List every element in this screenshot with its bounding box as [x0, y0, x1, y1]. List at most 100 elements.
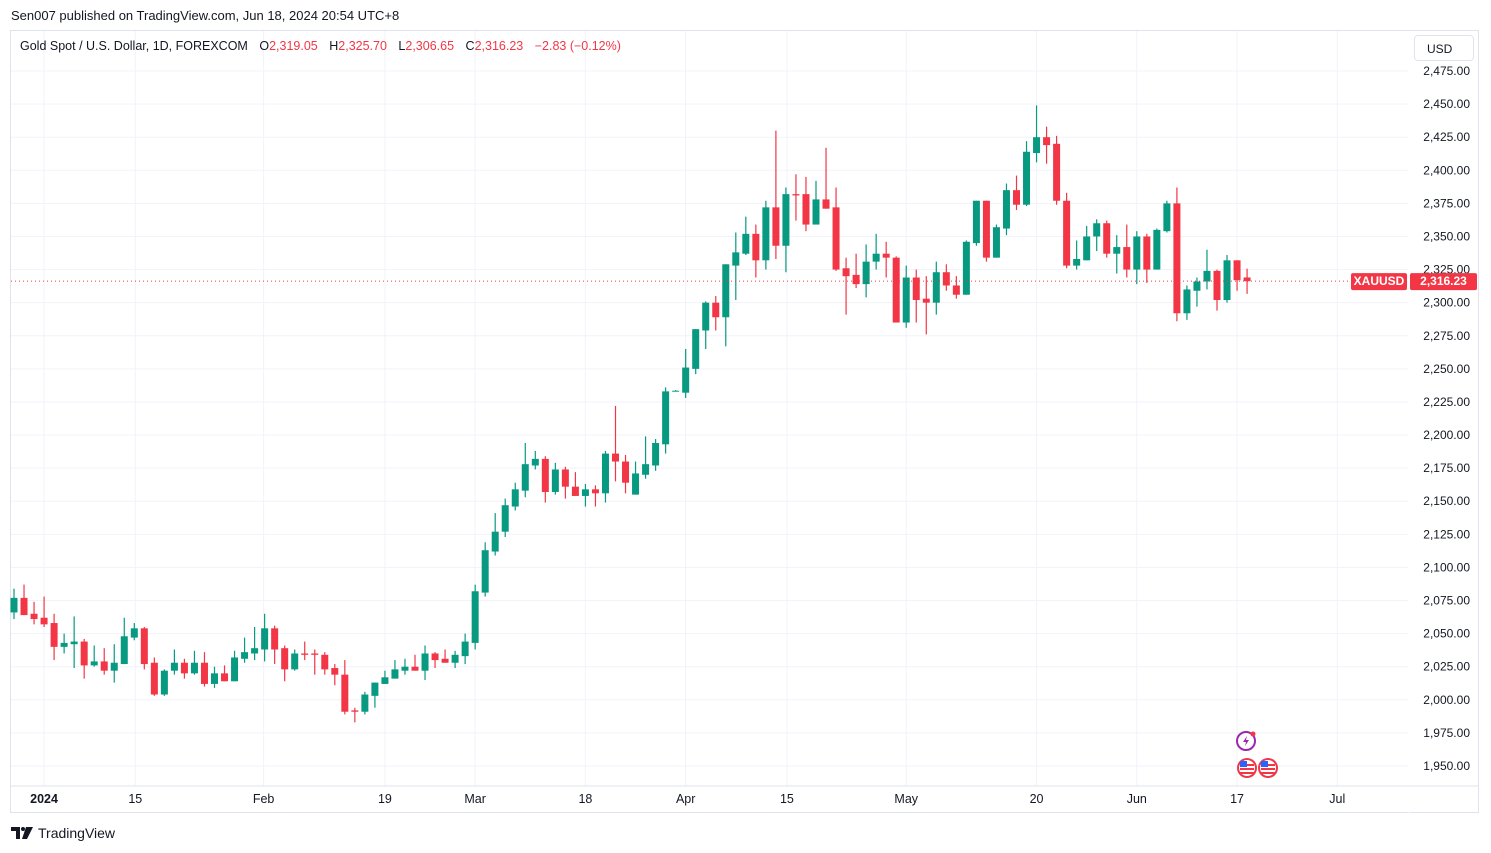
candle-up — [1133, 231, 1141, 285]
y-tick-label: 2,275.00 — [1423, 329, 1470, 343]
candle-body — [481, 550, 489, 593]
candle-up — [391, 660, 399, 679]
candle-down — [100, 648, 108, 675]
candle-up — [521, 442, 529, 498]
candle-body — [952, 285, 960, 295]
x-tick-label: 15 — [128, 792, 142, 806]
candle-up — [1153, 228, 1161, 270]
ohlc-legend: Gold Spot / U.S. Dollar, 1D, FOREXCOM O2… — [20, 39, 629, 53]
candle-up — [451, 650, 459, 669]
candle-body — [341, 674, 349, 712]
candle-body — [251, 648, 259, 654]
candle-body — [1043, 137, 1051, 146]
y-tick-label: 1,975.00 — [1423, 726, 1470, 740]
symbol-title[interactable]: Gold Spot / U.S. Dollar, 1D, FOREXCOM — [20, 39, 248, 53]
candle-body — [672, 390, 680, 392]
candle-down — [40, 596, 48, 628]
candle-body — [20, 597, 28, 616]
candle-body — [130, 628, 138, 638]
candle-up — [471, 584, 479, 650]
candle-down — [20, 584, 28, 616]
y-tick-label: 2,400.00 — [1423, 163, 1470, 177]
candle-down — [842, 257, 850, 315]
candle-up — [652, 439, 660, 471]
open-value: 2,319.05 — [269, 39, 318, 53]
candle-down — [712, 296, 720, 331]
candle-body — [762, 207, 770, 261]
candle-body — [180, 662, 188, 674]
candle-body — [972, 200, 980, 244]
candle-up — [70, 616, 78, 669]
candle-up — [972, 200, 980, 246]
y-tick-label: 1,950.00 — [1423, 759, 1470, 773]
candle-body — [491, 531, 499, 552]
candle-up — [902, 265, 910, 328]
candle-body — [401, 666, 409, 671]
candle-body — [852, 274, 860, 285]
candle-down — [50, 613, 58, 661]
x-tick-label: Apr — [676, 792, 695, 806]
ticker-tag-bg — [1351, 273, 1407, 291]
candle-down — [1013, 175, 1020, 211]
candle-up — [90, 645, 98, 667]
y-tick-label: 2,250.00 — [1423, 362, 1470, 376]
candle-down — [200, 652, 208, 687]
candle-up — [231, 650, 239, 682]
candle-body — [301, 653, 309, 655]
candle-body — [431, 653, 439, 661]
candle-body — [200, 662, 208, 684]
currency-button[interactable]: USD — [1414, 35, 1474, 61]
candle-body — [521, 464, 529, 491]
candle-down — [792, 174, 800, 221]
candle-down — [341, 660, 349, 715]
candle-body — [571, 486, 579, 496]
y-tick-label: 2,175.00 — [1423, 461, 1470, 475]
candle-body — [30, 613, 38, 620]
grid-lines — [11, 31, 1408, 786]
us-flag-icon[interactable] — [1258, 758, 1278, 778]
chart-frame — [10, 30, 1479, 813]
candle-down — [1123, 224, 1131, 278]
events-icon[interactable] — [1236, 731, 1256, 751]
candle-body — [120, 636, 128, 665]
candle-up — [1223, 255, 1231, 303]
candle-body — [591, 489, 599, 494]
us-flag-icon[interactable] — [1237, 758, 1257, 778]
candle-down — [411, 654, 419, 671]
candle-body — [1083, 236, 1091, 261]
candle-down — [150, 657, 158, 696]
x-tick-label: Jul — [1329, 792, 1345, 806]
candle-body — [802, 194, 810, 225]
candle-up — [401, 658, 409, 675]
candle-down — [571, 472, 579, 496]
candle-up — [511, 482, 519, 511]
brand-name: TradingView — [38, 825, 116, 841]
candle-down — [1053, 135, 1061, 205]
candle-body — [451, 654, 459, 663]
ticker-tag: XAUUSD — [1354, 274, 1405, 288]
candle-down — [180, 658, 188, 679]
candle-body — [632, 473, 640, 495]
candle-body — [551, 469, 559, 492]
candle-body — [982, 200, 990, 258]
tradingview-brand[interactable]: TradingView — [11, 825, 115, 841]
candle-body — [992, 227, 1000, 258]
high-value: 2,325.70 — [338, 39, 387, 53]
y-tick-label: 2,025.00 — [1423, 660, 1470, 674]
candle-up — [692, 329, 700, 375]
candle-up — [251, 627, 259, 661]
candle-body — [1123, 247, 1131, 270]
candle-up — [361, 691, 369, 715]
candle-down — [1143, 233, 1151, 283]
candle-body — [271, 628, 279, 650]
candle-up — [682, 349, 690, 398]
y-tick-label: 2,325.00 — [1423, 263, 1470, 277]
candle-up — [491, 513, 499, 556]
candle-down — [922, 276, 930, 335]
candle-up — [261, 613, 269, 662]
candle-body — [281, 648, 289, 670]
candle-body — [932, 272, 940, 303]
candle-up — [932, 261, 940, 315]
y-tick-label: 2,375.00 — [1423, 196, 1470, 210]
